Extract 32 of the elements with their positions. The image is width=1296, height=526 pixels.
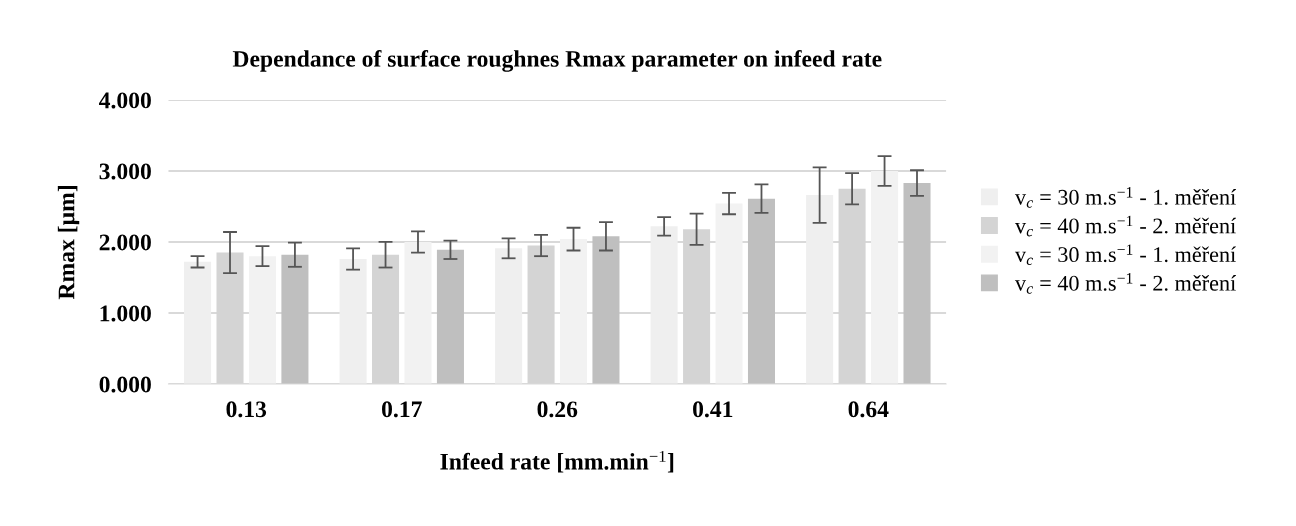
x-tick-label: 0.64: [848, 401, 889, 418]
bar: [495, 248, 523, 384]
y-tick-label: 3.000: [99, 163, 151, 180]
x-tick-label: 0.13: [226, 401, 267, 418]
legend-label: v$_{c}$ = 40 m.s$^{−1}$ - 2. měření: [1014, 215, 1237, 237]
bar: [806, 195, 834, 384]
y-tick-label: 0.000: [99, 376, 151, 393]
chart-title: Dependance of surface roughnes Rmax parameter on infeed rate: [232, 49, 882, 72]
bar: [339, 259, 367, 384]
bar: [184, 261, 212, 384]
bar: [650, 226, 678, 384]
y-tick-label: 4.000: [99, 92, 151, 109]
bar: [747, 198, 776, 384]
bar: [436, 249, 464, 384]
legend-label: v$_{c}$ = 30 m.s$^{−1}$ - 1. měření: [1014, 187, 1237, 208]
bar: [404, 241, 432, 384]
y-axis-title: Rmax [µm]: [57, 186, 80, 300]
y-tick-label: 1.000: [100, 305, 151, 322]
bar: [592, 236, 620, 384]
x-tick-label: 0.41: [693, 401, 733, 418]
bar: [248, 256, 276, 384]
bar: [559, 239, 588, 384]
bar: [281, 254, 309, 384]
x-tick-label: 0.26: [537, 401, 578, 418]
x-axis-title: Infeed rate [mm.min$^{−1}$]: [440, 450, 674, 473]
bar: [715, 203, 743, 384]
bar: [903, 183, 931, 384]
legend-label: v$_{c}$ = 30 m.s$^{−1}$ - 1. měření: [1014, 244, 1237, 266]
y-tick-label: 2.000: [99, 234, 151, 251]
x-tick-label: 0.17: [382, 401, 422, 418]
legend-label: v$_{c}$ = 40 m.s$^{−1}$ - 2. měření: [1014, 273, 1237, 294]
bar: [871, 170, 899, 384]
